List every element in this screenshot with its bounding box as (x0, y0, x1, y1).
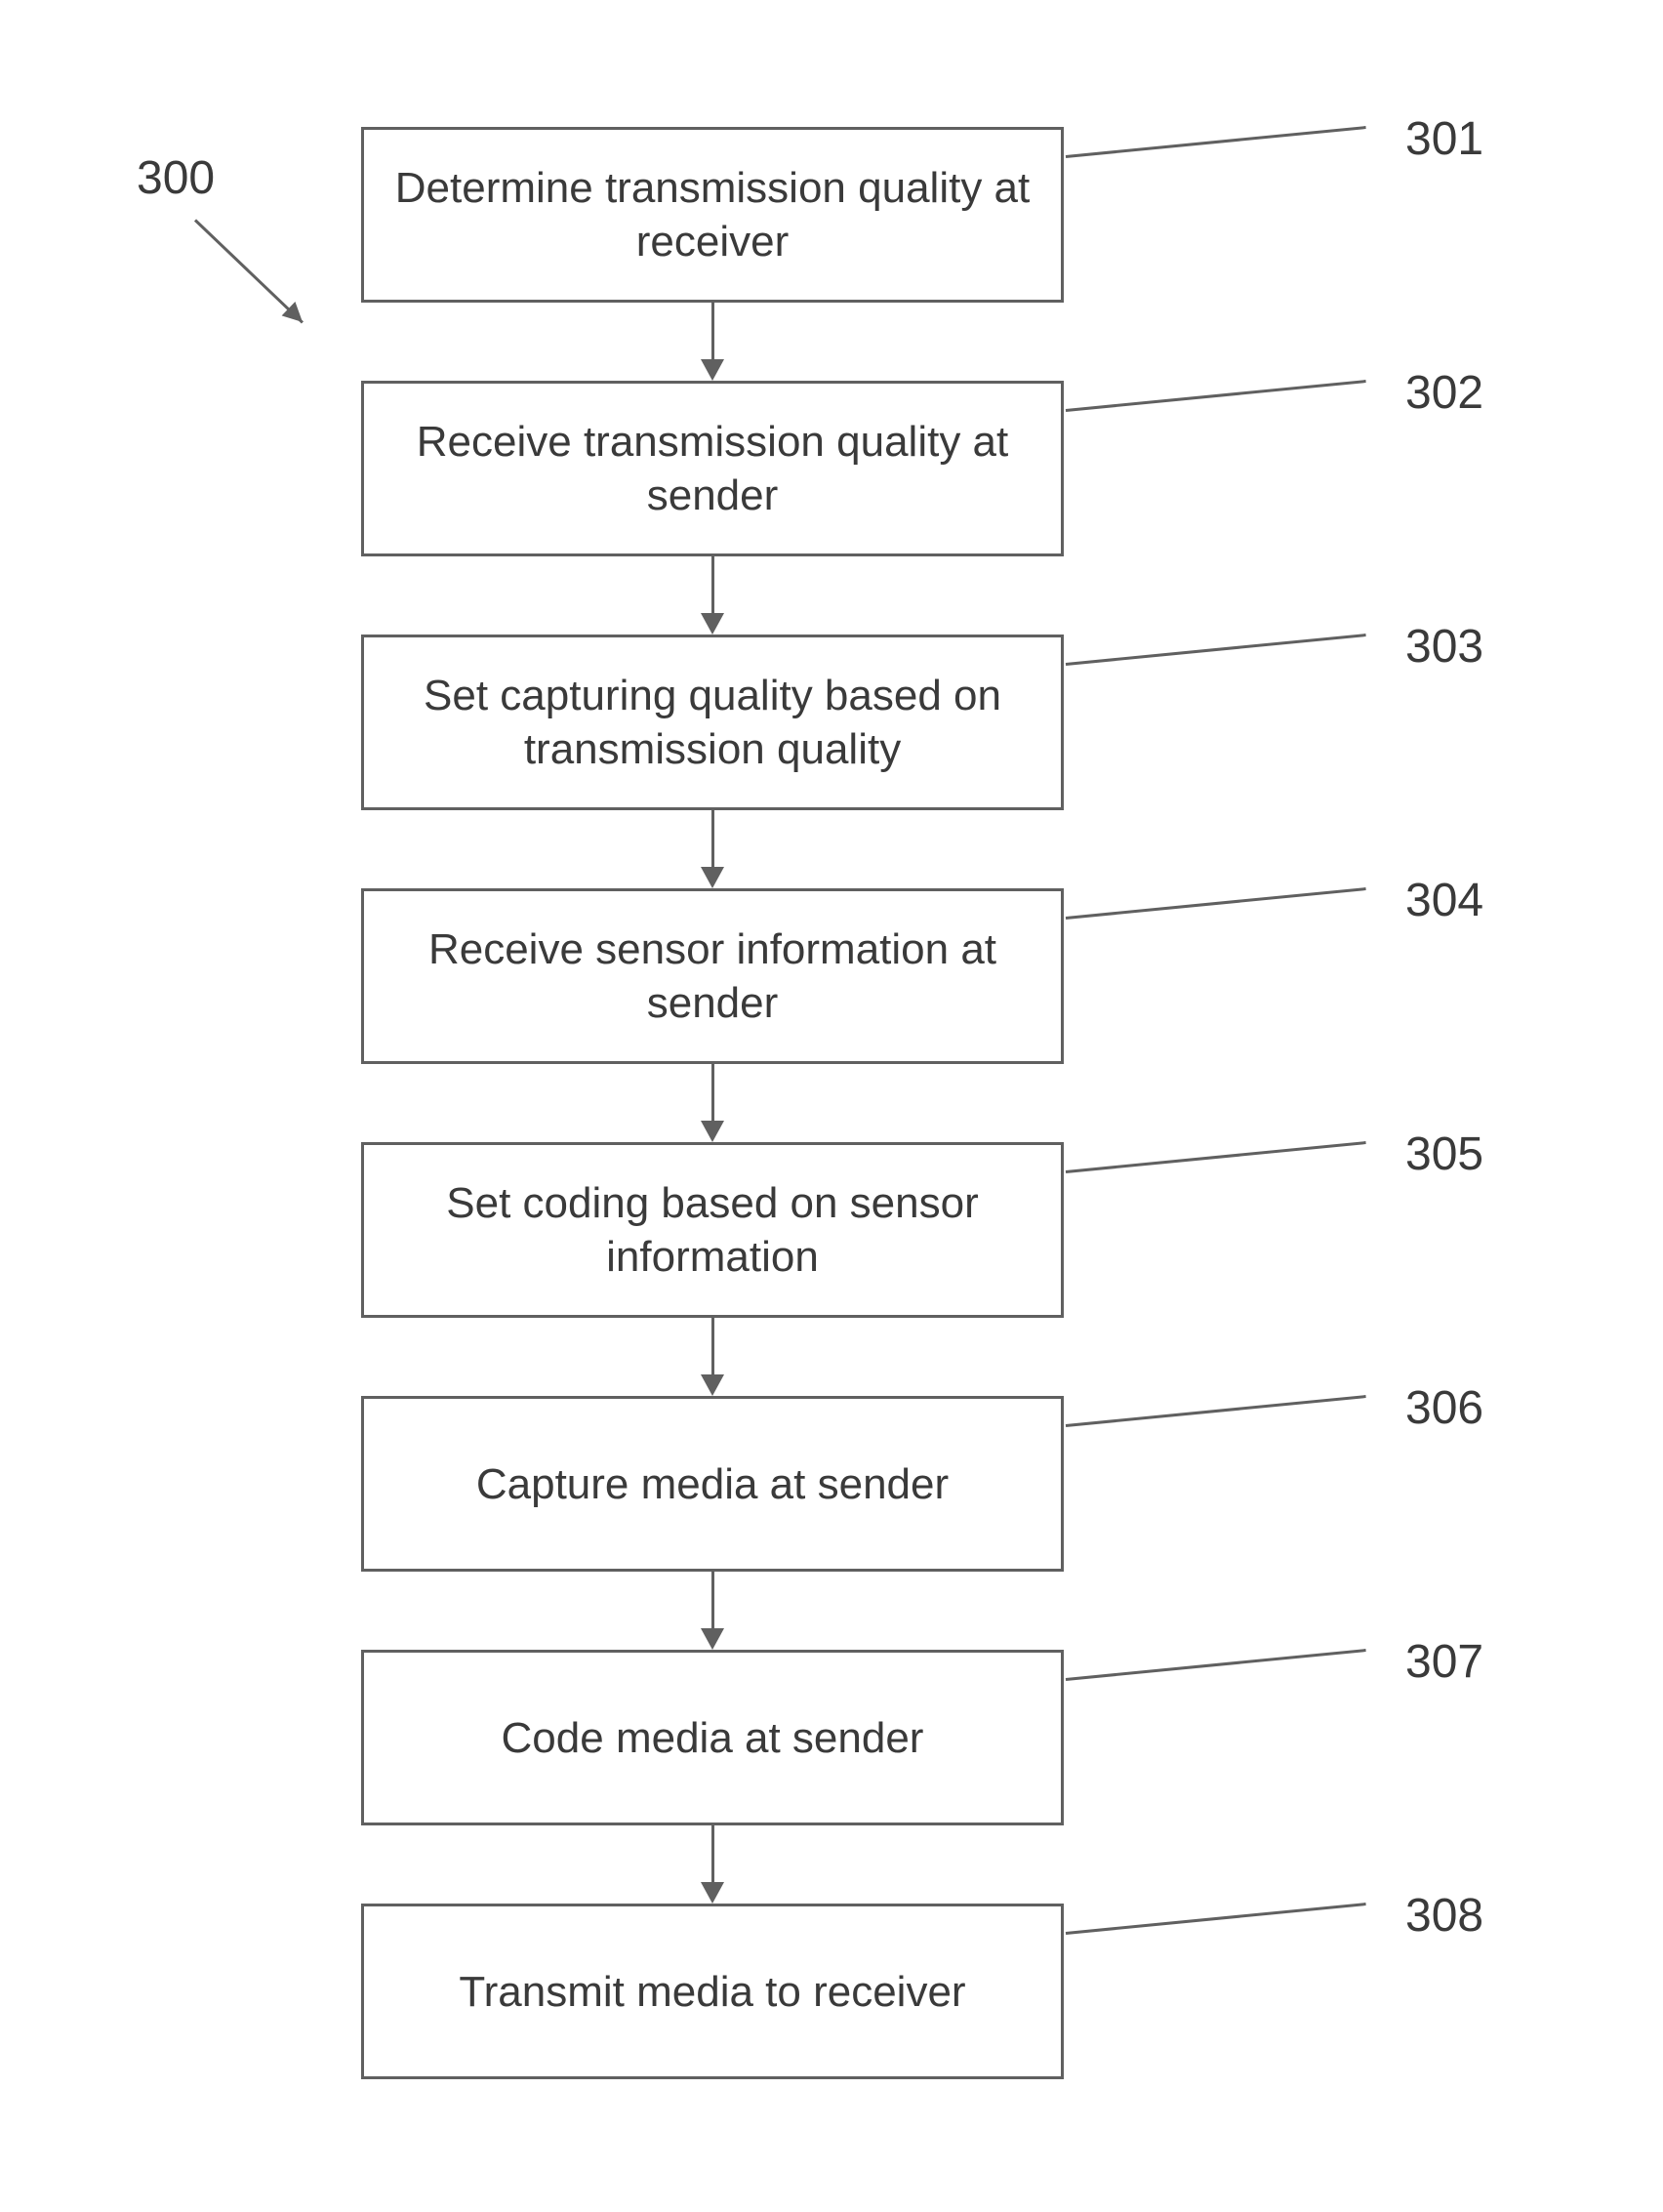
flow-arrow-head (701, 613, 724, 635)
flowchart-canvas: 300 Determine transmission quality at rec… (0, 0, 1663, 2212)
flow-node-n3: Set capturing quality based on transmiss… (361, 635, 1064, 810)
leader-line (1066, 1395, 1366, 1427)
flow-node-text: Receive transmission quality at sender (384, 415, 1041, 522)
flow-arrow-line (711, 303, 714, 359)
flow-node-n6: Capture media at sender (361, 1396, 1064, 1572)
node-ref-label: 306 (1405, 1381, 1483, 1435)
flow-node-text: Code media at sender (502, 1711, 924, 1765)
node-ref-label: 307 (1405, 1635, 1483, 1689)
flow-node-n2: Receive transmission quality at sender (361, 381, 1064, 556)
leader-line (1066, 126, 1366, 158)
flow-arrow-line (711, 1825, 714, 1882)
flow-node-text: Determine transmission quality at receiv… (384, 161, 1041, 268)
node-ref-label: 304 (1405, 874, 1483, 927)
flow-node-text: Transmit media to receiver (459, 1965, 965, 2019)
flow-arrow-head (701, 1374, 724, 1396)
flow-arrow-line (711, 1318, 714, 1374)
diagram-ref-label: 300 (137, 151, 215, 205)
flow-arrow-line (711, 556, 714, 613)
flow-node-text: Receive sensor information at sender (384, 922, 1041, 1030)
flow-arrow-head (701, 1628, 724, 1650)
flow-arrow-head (701, 359, 724, 381)
flow-arrow-line (711, 1572, 714, 1628)
node-ref-label: 301 (1405, 112, 1483, 166)
node-ref-label: 305 (1405, 1127, 1483, 1181)
node-ref-label: 302 (1405, 366, 1483, 420)
flow-node-text: Set coding based on sensor information (384, 1176, 1041, 1284)
flow-arrow-head (701, 1121, 724, 1142)
leader-line (1066, 380, 1366, 412)
leader-line (1066, 1141, 1366, 1173)
flow-node-text: Set capturing quality based on transmiss… (384, 669, 1041, 776)
flow-arrow-head (701, 1882, 724, 1904)
leader-line (1066, 1903, 1366, 1935)
flow-node-n4: Receive sensor information at sender (361, 888, 1064, 1064)
flow-arrow-head (701, 867, 724, 888)
flow-arrow-line (711, 1064, 714, 1121)
flow-node-n7: Code media at sender (361, 1650, 1064, 1825)
flow-arrow-line (711, 810, 714, 867)
node-ref-label: 308 (1405, 1889, 1483, 1943)
flow-node-n1: Determine transmission quality at receiv… (361, 127, 1064, 303)
leader-line (1066, 887, 1366, 920)
node-ref-label: 303 (1405, 620, 1483, 674)
flow-node-n8: Transmit media to receiver (361, 1904, 1064, 2079)
leader-line (1066, 1649, 1366, 1681)
diagram-ref-arrow-line (194, 219, 304, 323)
leader-line (1066, 634, 1366, 666)
flow-node-text: Capture media at sender (476, 1457, 949, 1511)
flow-node-n5: Set coding based on sensor information (361, 1142, 1064, 1318)
